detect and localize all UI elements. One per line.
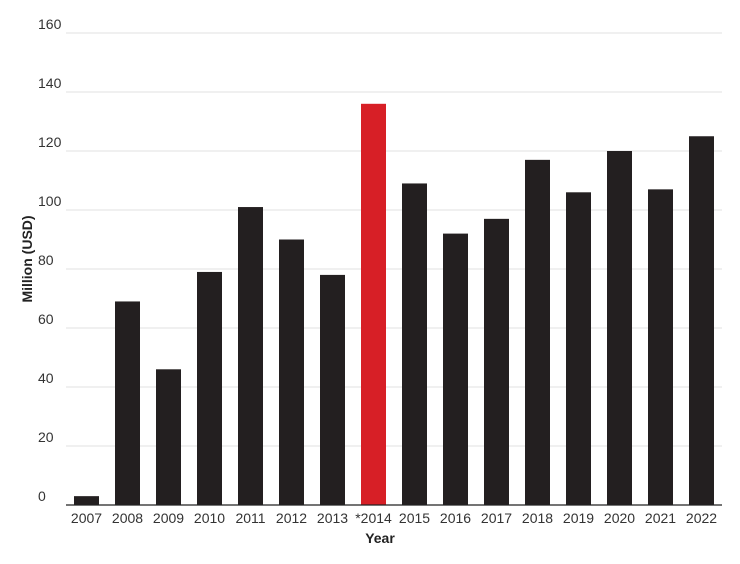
x-tick-label: 2010 (194, 510, 225, 526)
y-tick-label: 40 (38, 370, 54, 386)
bar-2021 (648, 189, 673, 505)
bar-2019 (566, 192, 591, 506)
y-axis-ticks: 0 20 40 60 80 100 120 140 160 (38, 16, 62, 504)
bar-2012 (279, 239, 304, 505)
y-tick-label: 120 (38, 134, 62, 150)
y-tick-label: 20 (38, 429, 54, 445)
bar-2017 (484, 218, 509, 505)
bar-2016 (443, 233, 468, 505)
x-tick-label: 2009 (153, 510, 184, 526)
bar-2013 (320, 274, 345, 505)
bar-2014 (361, 103, 386, 506)
bar-2015 (402, 183, 427, 505)
x-tick-label: 2007 (71, 510, 102, 526)
x-axis-title: Year (365, 530, 395, 546)
bar-2018 (525, 159, 550, 505)
bars (74, 103, 714, 506)
x-tick-label: 2019 (563, 510, 594, 526)
x-tick-label: 2016 (440, 510, 471, 526)
x-tick-label: 2015 (399, 510, 430, 526)
y-tick-label: 0 (38, 488, 46, 504)
bar-2022 (689, 136, 714, 505)
x-tick-label: 2020 (604, 510, 635, 526)
y-tick-label: 60 (38, 311, 54, 327)
x-tick-label: 2022 (686, 510, 717, 526)
y-tick-label: 80 (38, 252, 54, 268)
bar-2009 (156, 369, 181, 505)
x-tick-label: 2013 (317, 510, 348, 526)
x-axis-ticks: 2007 2008 2009 2010 2011 2012 2013 *2014 2015 201… (71, 510, 717, 526)
x-tick-label: 2017 (481, 510, 512, 526)
bar-2010 (197, 271, 222, 505)
bar-2008 (115, 301, 140, 505)
bar-2011 (238, 207, 263, 506)
y-tick-label: 140 (38, 75, 62, 91)
x-tick-label: 2008 (112, 510, 143, 526)
x-tick-label: 2021 (645, 510, 676, 526)
x-tick-label: *2014 (355, 510, 392, 526)
y-axis-title: Million (USD) (19, 215, 35, 302)
x-tick-label: 2012 (276, 510, 307, 526)
bar-2020 (607, 151, 632, 505)
x-tick-label: 2018 (522, 510, 553, 526)
bar-2007 (74, 496, 99, 505)
y-tick-label: 160 (38, 16, 62, 32)
y-tick-label: 100 (38, 193, 62, 209)
x-tick-label: 2011 (235, 510, 265, 526)
